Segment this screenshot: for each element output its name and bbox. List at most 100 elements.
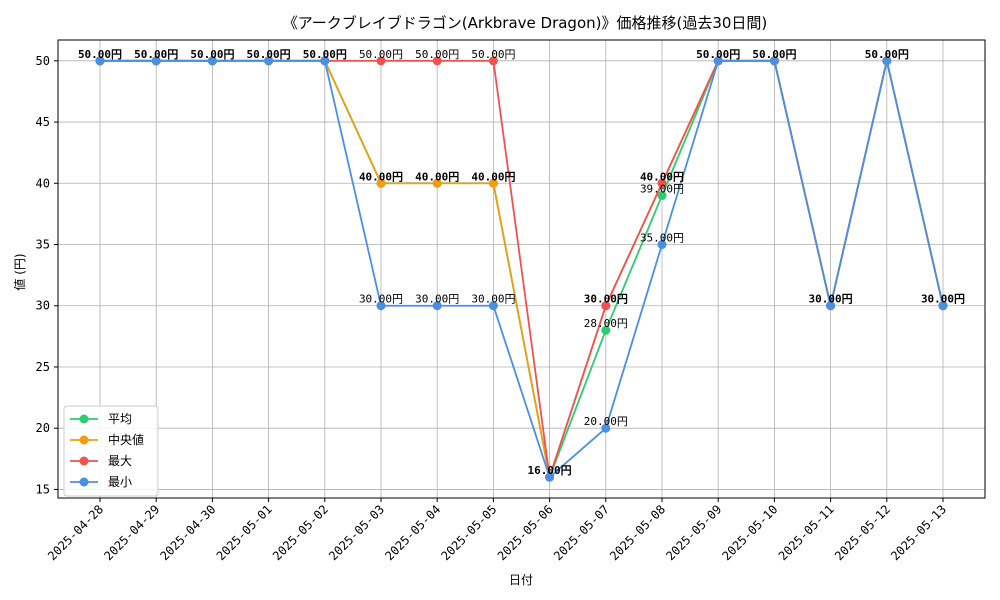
- x-tick-label: 2025-05-07: [551, 502, 612, 563]
- data-label: 50.00円: [359, 48, 403, 61]
- y-tick-label: 25: [36, 360, 50, 374]
- data-point: [713, 56, 723, 66]
- data-label: 30.00円: [921, 293, 965, 306]
- legend-swatch-marker: [79, 477, 89, 487]
- chart-title: 《アークブレイブドラゴン(Arkbrave Dragon)》価格推移(過去30日…: [283, 14, 768, 32]
- y-tick-label: 30: [36, 299, 50, 313]
- data-point: [488, 301, 498, 311]
- data-label: 40.00円: [640, 170, 684, 183]
- y-tick-label: 20: [36, 421, 50, 435]
- data-point: [376, 178, 386, 188]
- x-tick-label: 2025-05-01: [214, 502, 275, 563]
- y-tick-label: 15: [36, 482, 50, 496]
- data-point: [601, 301, 611, 311]
- data-point: [769, 56, 779, 66]
- data-label: 50.00円: [865, 48, 909, 61]
- series-group: [95, 56, 948, 482]
- data-label: 30.00円: [584, 293, 628, 306]
- data-point: [376, 301, 386, 311]
- data-label: 40.00円: [359, 170, 403, 183]
- data-point: [207, 56, 217, 66]
- x-tick-label: 2025-05-08: [607, 502, 668, 563]
- data-point: [601, 423, 611, 433]
- data-point: [432, 178, 442, 188]
- data-label: 39.00円: [640, 183, 684, 196]
- data-label: 28.00円: [584, 317, 628, 330]
- x-tick-label: 2025-05-11: [776, 502, 837, 563]
- data-label: 50.00円: [303, 48, 347, 61]
- data-label: 35.00円: [640, 232, 684, 245]
- series-最大: [95, 56, 948, 482]
- data-label: 50.00円: [78, 48, 122, 61]
- x-tick-label: 2025-05-12: [832, 502, 893, 563]
- x-tick-label: 2025-05-06: [495, 502, 556, 563]
- x-tick-label: 2025-05-05: [439, 502, 500, 563]
- data-point: [432, 56, 442, 66]
- x-tick-label: 2025-04-29: [101, 502, 162, 563]
- data-label: 50.00円: [415, 48, 459, 61]
- x-tick-label: 2025-05-03: [326, 502, 387, 563]
- legend-swatch-marker: [79, 435, 89, 445]
- legend-label: 最小: [108, 475, 132, 489]
- data-labels: 50.00円 50.00円 50.00円 50.00円 50.00円 50.00円 50.0…: [78, 48, 965, 477]
- data-label: 50.00円: [696, 48, 740, 61]
- data-point: [432, 301, 442, 311]
- data-point: [882, 56, 892, 66]
- data-point: [376, 56, 386, 66]
- legend-label: 中央値: [108, 432, 144, 447]
- data-label: 40.00円: [415, 170, 459, 183]
- series-最小: [95, 56, 948, 482]
- legend-box: [63, 405, 159, 497]
- data-label: 30.00円: [415, 293, 459, 306]
- y-tick-label: 50: [36, 54, 50, 68]
- grid-lines: [58, 40, 985, 498]
- x-tick-label: 2025-05-10: [720, 502, 781, 563]
- y-tick-label: 40: [36, 176, 50, 190]
- y-tick-label: 35: [36, 238, 50, 252]
- data-point: [151, 56, 161, 66]
- legend-swatch-marker: [79, 456, 89, 466]
- x-tick-label: 2025-05-02: [270, 502, 331, 563]
- data-point: [938, 301, 948, 311]
- data-point: [95, 56, 105, 66]
- data-label: 16.00円: [528, 464, 572, 477]
- legend-swatch-marker: [79, 414, 89, 424]
- data-label: 30.00円: [809, 293, 853, 306]
- data-label: 20.00円: [584, 415, 628, 428]
- series-line: [100, 59, 944, 478]
- data-label: 50.00円: [471, 48, 515, 61]
- data-point: [264, 56, 274, 66]
- data-point: [545, 472, 555, 482]
- legend-label: 最大: [108, 454, 132, 468]
- x-tick-label: 2025-05-04: [382, 502, 443, 563]
- legend-label: 平均: [108, 412, 132, 426]
- data-point: [488, 178, 498, 188]
- y-tick-label: 45: [36, 115, 50, 129]
- data-point: [601, 325, 611, 335]
- plot-frame: [57, 39, 986, 499]
- data-point: [826, 301, 836, 311]
- y-axis-ticks: 15 20 25 30 35 40 45 50: [36, 54, 58, 496]
- data-label: 30.00円: [359, 293, 403, 306]
- data-label: 40.00円: [471, 170, 515, 183]
- y-axis-title: 値 (円): [12, 253, 27, 290]
- data-point: [320, 56, 330, 66]
- x-axis-ticks: 2025-04-282025-04-292025-04-302025-05-01…: [45, 498, 949, 563]
- series-line: [100, 59, 944, 479]
- x-axis-title: 日付: [509, 573, 533, 587]
- data-point: [488, 56, 498, 66]
- data-label: 50.00円: [134, 48, 178, 61]
- data-label: 50.00円: [190, 48, 234, 61]
- data-point: [657, 240, 667, 250]
- data-label: 30.00円: [471, 293, 515, 306]
- data-label: 50.00円: [752, 48, 796, 61]
- data-point: [657, 178, 667, 188]
- x-tick-label: 2025-05-13: [888, 502, 949, 563]
- data-point: [657, 191, 667, 201]
- x-tick-label: 2025-04-28: [45, 502, 106, 563]
- data-label: 50.00円: [247, 48, 291, 61]
- x-tick-label: 2025-04-30: [158, 502, 219, 563]
- x-tick-label: 2025-05-09: [663, 502, 724, 563]
